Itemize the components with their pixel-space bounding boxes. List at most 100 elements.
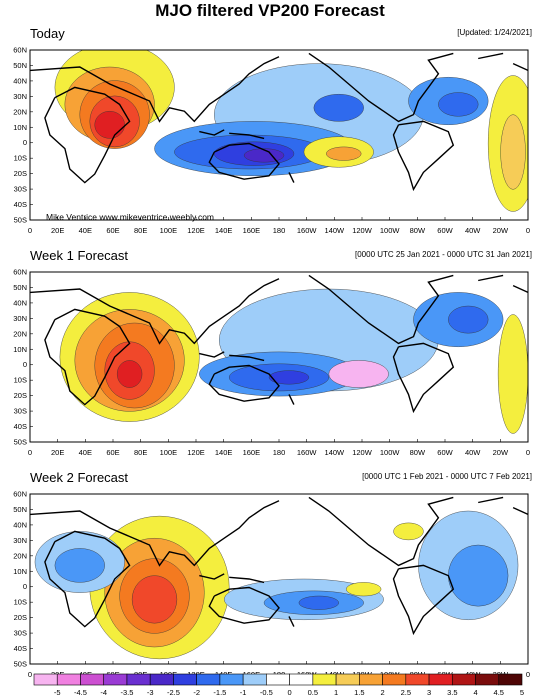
- colorbar-swatch: [498, 673, 523, 686]
- lat-tick-label: 10N: [13, 345, 27, 354]
- lon-tick-label: 160E: [243, 226, 261, 235]
- colorbar-label: -4: [100, 688, 107, 697]
- colorbar-label: 4.5: [494, 688, 504, 697]
- colorbar-swatch: [149, 673, 174, 686]
- colorbar-swatch: [56, 673, 81, 686]
- lon-tick-label: 40E: [79, 226, 92, 235]
- panel-timestamp: [0000 UTC 25 Jan 2021 - 0000 UTC 31 Jan …: [355, 250, 532, 259]
- lat-tick-label: 10S: [14, 154, 27, 163]
- colorbar-swatch: [196, 673, 221, 686]
- lon-tick-label: 20W: [493, 226, 509, 235]
- lon-tick-label: 120W: [352, 448, 373, 457]
- colorbar-swatch: [312, 673, 337, 686]
- lat-tick-label: 0: [23, 360, 27, 369]
- lat-tick-label: 40S: [14, 422, 27, 431]
- lon-tick-label: 100E: [160, 448, 178, 457]
- lon-tick-label: 140W: [325, 448, 346, 457]
- lat-tick-label: 20N: [13, 551, 27, 560]
- lon-tick-label: 0: [28, 670, 32, 679]
- lat-tick-label: 30S: [14, 407, 27, 416]
- panel-week1: Week 1 Forecast [0000 UTC 25 Jan 2021 - …: [0, 248, 540, 464]
- colorbar-label: -5: [54, 688, 61, 697]
- lat-tick-label: 50N: [13, 505, 27, 514]
- figure-title: MJO filtered VP200 Forecast: [155, 1, 385, 20]
- colorbar-label: 4: [473, 688, 477, 697]
- colorbar-swatch: [475, 673, 500, 686]
- lon-tick-label: 80E: [134, 226, 147, 235]
- lon-tick-label: 20W: [493, 448, 509, 457]
- lat-tick-label: 40N: [13, 76, 27, 85]
- lat-tick-label: 20S: [14, 169, 27, 178]
- colorbar-swatch: [359, 673, 383, 686]
- lat-tick-label: 0: [23, 138, 27, 147]
- panel-title: Week 2 Forecast: [30, 470, 129, 485]
- colorbar-label: -3.5: [120, 688, 133, 697]
- lat-tick-label: 40S: [14, 200, 27, 209]
- colorbar-swatch: [382, 673, 407, 686]
- colorbar-label: -1.5: [213, 688, 226, 697]
- lon-tick-label: 160E: [243, 448, 261, 457]
- colorbar-swatch: [289, 673, 314, 686]
- lat-tick-label: 10S: [14, 598, 27, 607]
- lon-tick-label: 120W: [352, 226, 373, 235]
- panel-title: Today: [30, 26, 65, 41]
- colorbar-label: -1: [240, 688, 247, 697]
- credit-text: Mike Ventrice www.mikeventrice.weebly.co…: [46, 212, 215, 222]
- lat-tick-label: 50S: [14, 660, 27, 669]
- lon-tick-label: 0: [28, 226, 32, 235]
- lat-tick-label: 30N: [13, 314, 27, 323]
- panel-today: Today [Updated: 1/24/2021] 60N 50N 40N 30N 2…: [0, 26, 540, 242]
- lon-tick-label: 160W: [297, 448, 318, 457]
- lon-tick-label: 60W: [437, 226, 453, 235]
- lat-tick-label: 30S: [14, 185, 27, 194]
- colorbar: -5 -4.5 -4 -3.5 -3 -2.5 -2 -1.5 -1 -0.5 0 0.5 1 1.5 2 2…: [33, 673, 524, 697]
- lon-tick-label: 140E: [215, 448, 233, 457]
- lat-tick-label: 30N: [13, 536, 27, 545]
- lon-tick-label: 180: [273, 448, 286, 457]
- colorbar-label: 3.5: [447, 688, 457, 697]
- colorbar-swatch: [173, 673, 197, 686]
- colorbar-swatch: [219, 673, 244, 686]
- panel-title: Week 1 Forecast: [30, 248, 129, 263]
- lat-tick-label: 50S: [14, 216, 27, 225]
- colorbar-swatch: [80, 673, 105, 686]
- lat-tick-label: 10N: [13, 567, 27, 576]
- lon-tick-label: 0: [28, 448, 32, 457]
- colorbar-label: -4.5: [74, 688, 87, 697]
- lon-tick-label: 100W: [380, 226, 401, 235]
- lat-tick-label: 40N: [13, 520, 27, 529]
- colorbar-label: 2: [380, 688, 384, 697]
- colorbar-label: 0.5: [308, 688, 318, 697]
- colorbar-label: 0: [288, 688, 292, 697]
- lat-tick-label: 60N: [13, 268, 27, 277]
- lat-tick-label: 50N: [13, 283, 27, 292]
- lon-tick-label: 140E: [215, 226, 233, 235]
- lon-tick-label: 180: [273, 226, 286, 235]
- colorbar-swatch: [266, 673, 290, 686]
- lat-tick-label: 50N: [13, 61, 27, 70]
- lat-tick-label: 20S: [14, 613, 27, 622]
- colorbar-swatch: [451, 673, 476, 686]
- lat-tick-label: 30S: [14, 629, 27, 638]
- colorbar-label: 3: [427, 688, 431, 697]
- colorbar-swatch: [428, 673, 453, 686]
- panel-timestamp: [0000 UTC 1 Feb 2021 - 0000 UTC 7 Feb 20…: [362, 472, 532, 481]
- lon-tick-label: 0: [526, 670, 530, 679]
- colorbar-swatch: [242, 673, 267, 686]
- colorbar-swatch: [335, 673, 360, 686]
- lon-tick-label: 20E: [51, 226, 64, 235]
- lat-tick-label: 10N: [13, 123, 27, 132]
- lon-tick-label: 0: [526, 448, 530, 457]
- colorbar-label: -3: [147, 688, 154, 697]
- lat-tick-label: 50S: [14, 438, 27, 447]
- colorbar-swatch: [103, 673, 128, 686]
- colorbar-label: 1: [334, 688, 338, 697]
- colorbar-label: -2: [193, 688, 200, 697]
- lon-tick-label: 40W: [465, 448, 481, 457]
- lat-tick-label: 20S: [14, 391, 27, 400]
- lat-tick-label: 0: [23, 582, 27, 591]
- lat-tick-label: 60N: [13, 46, 27, 55]
- lat-tick-label: 20N: [13, 107, 27, 116]
